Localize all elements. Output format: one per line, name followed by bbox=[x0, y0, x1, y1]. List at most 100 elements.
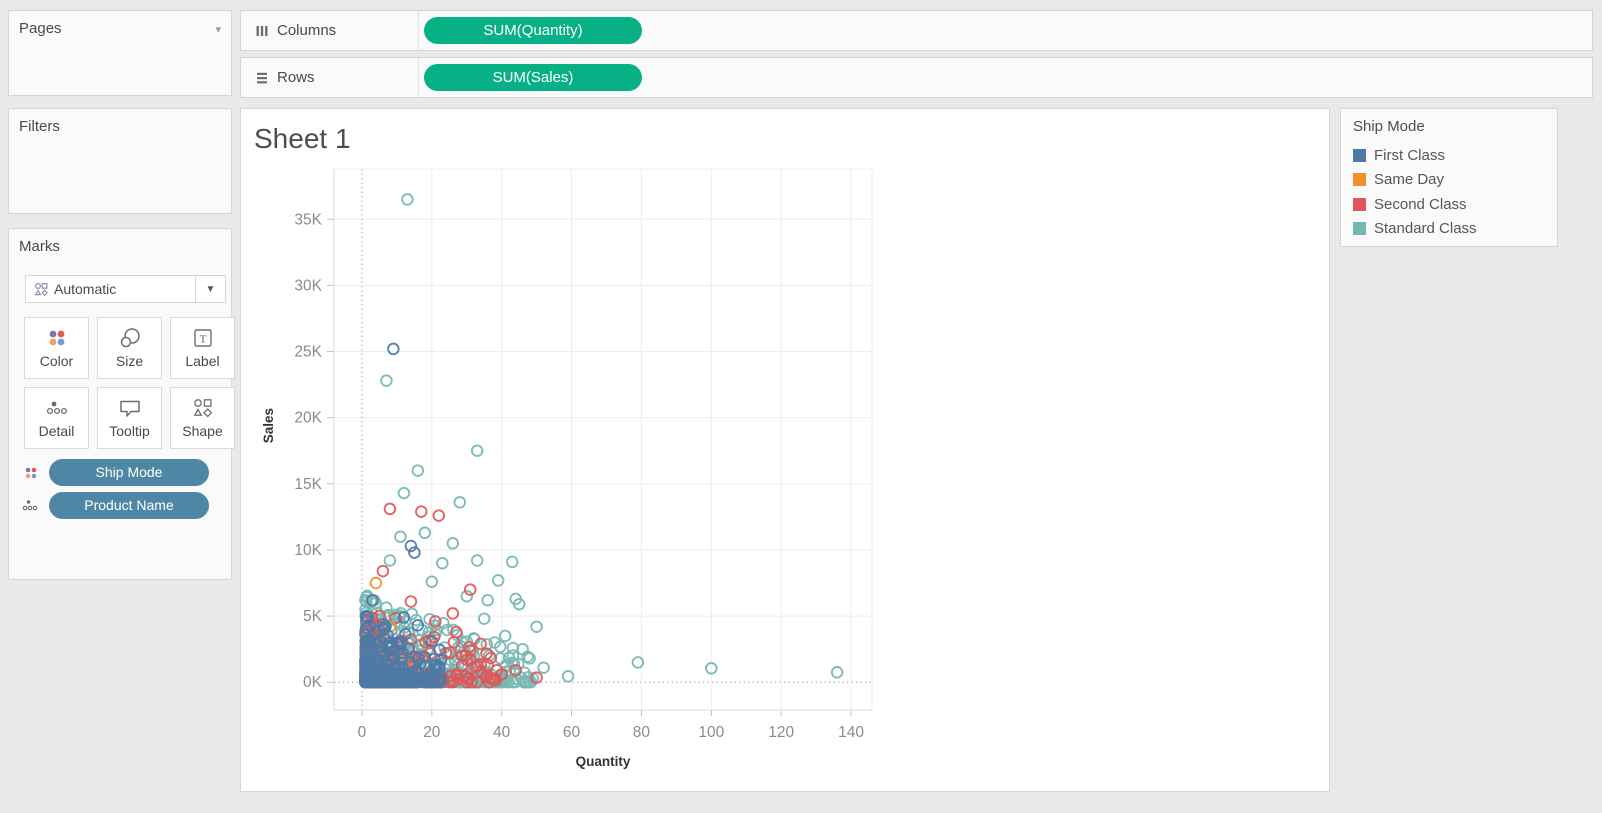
mark-circle[interactable] bbox=[418, 526, 432, 540]
mark-circle[interactable] bbox=[432, 509, 446, 522]
mark-circle[interactable] bbox=[411, 619, 425, 632]
mark-circle[interactable] bbox=[495, 668, 508, 681]
legend-item-first-class[interactable]: First Class bbox=[1341, 143, 1557, 168]
mark-circle[interactable] bbox=[705, 662, 718, 675]
tooltip-button[interactable]: Tooltip bbox=[97, 387, 162, 449]
mark-circle[interactable] bbox=[401, 193, 414, 206]
mark-circle[interactable] bbox=[470, 554, 484, 567]
mark-circle[interactable] bbox=[830, 666, 844, 679]
mark-circle[interactable] bbox=[631, 656, 645, 669]
mark-circle[interactable] bbox=[470, 444, 484, 457]
ship-mode-legend[interactable]: Ship Mode First Class Same Day Second Clas… bbox=[1340, 108, 1558, 247]
mark-circle[interactable] bbox=[432, 660, 446, 673]
mark-circle[interactable] bbox=[475, 664, 488, 678]
color-icon[interactable] bbox=[19, 465, 41, 480]
mark-circle[interactable] bbox=[480, 638, 494, 651]
chevron-down-icon[interactable]: ▾ bbox=[215, 24, 221, 36]
mark-circle[interactable] bbox=[488, 636, 501, 649]
mark-circle[interactable] bbox=[450, 625, 463, 639]
mark-circle[interactable] bbox=[523, 652, 536, 665]
mark-circle[interactable] bbox=[365, 611, 379, 625]
rows-shelf[interactable]: Rows SUM(Sales) bbox=[240, 57, 1593, 98]
mark-circle[interactable] bbox=[418, 650, 432, 664]
mark-circle[interactable] bbox=[463, 583, 477, 596]
legend-item-same-day[interactable]: Same Day bbox=[1341, 168, 1557, 193]
mark-circle[interactable] bbox=[530, 671, 543, 684]
mark-circle[interactable] bbox=[423, 612, 436, 626]
mark-circle[interactable] bbox=[446, 607, 460, 620]
mark-circle[interactable] bbox=[387, 342, 400, 356]
mark-circle[interactable] bbox=[404, 595, 418, 608]
mark-circle[interactable] bbox=[390, 636, 404, 650]
color-button[interactable]: Color bbox=[24, 317, 89, 379]
mark-circle[interactable] bbox=[389, 611, 402, 625]
mark-circle[interactable] bbox=[430, 623, 443, 636]
mark-circle[interactable] bbox=[366, 593, 379, 607]
mark-circle[interactable] bbox=[360, 614, 373, 627]
mark-circle[interactable] bbox=[537, 661, 550, 674]
shape-button[interactable]: Shape bbox=[170, 387, 235, 449]
mark-circle[interactable] bbox=[460, 589, 474, 603]
pill-ship-mode[interactable]: Ship Mode bbox=[49, 459, 209, 486]
mark-circle[interactable] bbox=[453, 496, 467, 509]
mark-circle[interactable] bbox=[516, 642, 529, 656]
mark-circle[interactable] bbox=[484, 651, 498, 665]
legend-item-standard-class[interactable]: Standard Class bbox=[1341, 217, 1557, 242]
mark-circle[interactable] bbox=[408, 546, 421, 559]
mark-circle[interactable] bbox=[360, 650, 374, 663]
mark-circle[interactable] bbox=[561, 670, 575, 683]
chevron-down-icon[interactable]: ▼ bbox=[195, 276, 225, 302]
mark-type-dropdown[interactable]: Automatic ▼ bbox=[25, 275, 226, 303]
mark-circle[interactable] bbox=[509, 664, 522, 677]
mark-circle[interactable] bbox=[498, 629, 512, 643]
mark-circle[interactable] bbox=[437, 616, 450, 630]
mark-circle[interactable] bbox=[371, 653, 385, 667]
mark-circle[interactable] bbox=[404, 539, 418, 553]
mark-circle[interactable] bbox=[512, 597, 526, 611]
mark-circle[interactable] bbox=[436, 556, 449, 570]
columns-shelf[interactable]: Columns SUM(Quantity) bbox=[240, 10, 1593, 51]
mark-circle[interactable] bbox=[491, 574, 505, 587]
mark-circle[interactable] bbox=[506, 649, 520, 662]
mark-circle[interactable] bbox=[380, 601, 393, 614]
mark-circle[interactable] bbox=[507, 657, 521, 670]
pages-shelf[interactable]: Pages ▾ bbox=[8, 10, 232, 96]
worksheet-view[interactable]: 0K 5K 10K 15K 20K 25K 30K 35K 0 20 40 60 80 100 120 140… bbox=[240, 108, 1330, 792]
mark-circle[interactable] bbox=[411, 464, 425, 477]
mark-circle[interactable] bbox=[415, 505, 428, 518]
mark-circle[interactable] bbox=[433, 643, 446, 657]
mark-circle[interactable] bbox=[380, 374, 393, 387]
mark-circle[interactable] bbox=[425, 575, 439, 588]
mark-circle[interactable] bbox=[362, 675, 375, 689]
detail-icon[interactable] bbox=[19, 498, 41, 513]
mark-circle[interactable] bbox=[460, 653, 474, 666]
mark-circle[interactable] bbox=[388, 675, 402, 689]
mark-circle[interactable] bbox=[446, 537, 460, 550]
detail-button[interactable]: Detail bbox=[24, 387, 89, 449]
legend-item-second-class[interactable]: Second Class bbox=[1341, 192, 1557, 217]
mark-circle[interactable] bbox=[530, 620, 543, 633]
mark-circle[interactable] bbox=[373, 667, 386, 681]
mark-circle[interactable] bbox=[359, 610, 373, 623]
mark-circle[interactable] bbox=[481, 593, 494, 607]
mark-circle[interactable] bbox=[397, 611, 411, 624]
mark-circle[interactable] bbox=[394, 530, 407, 543]
mark-circle[interactable] bbox=[434, 675, 448, 689]
mark-circle[interactable] bbox=[474, 658, 487, 671]
mark-circle[interactable] bbox=[481, 658, 494, 672]
mark-circle[interactable] bbox=[425, 634, 439, 648]
mark-circle[interactable] bbox=[506, 675, 519, 689]
mark-circle[interactable] bbox=[383, 620, 397, 633]
pill-sum-quantity[interactable]: SUM(Quantity) bbox=[424, 17, 642, 44]
mark-circle[interactable] bbox=[376, 617, 390, 631]
mark-circle[interactable] bbox=[462, 640, 476, 654]
mark-circle[interactable] bbox=[395, 653, 409, 666]
label-button[interactable]: T Label bbox=[170, 317, 235, 379]
mark-circle[interactable] bbox=[403, 674, 417, 688]
mark-circle[interactable] bbox=[394, 640, 407, 653]
mark-circle[interactable] bbox=[376, 564, 390, 578]
scatter-plot[interactable]: 0K 5K 10K 15K 20K 25K 30K 35K 0 20 40 60 80 100 120 140… bbox=[241, 109, 1331, 793]
mark-circle[interactable] bbox=[383, 502, 397, 516]
mark-circle[interactable] bbox=[397, 486, 411, 500]
pill-product-name[interactable]: Product Name bbox=[49, 492, 209, 519]
